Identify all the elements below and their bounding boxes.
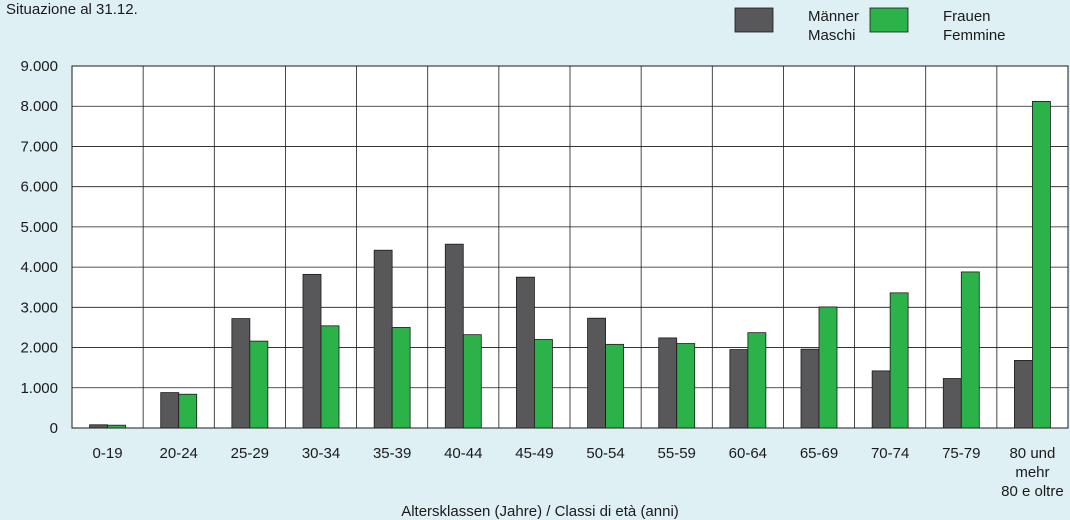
bar-frauen (1032, 100, 1051, 429)
x-tick-label: 55-59 (658, 445, 696, 462)
grid (71, 65, 1069, 429)
chart-subtitle: Situazione al 31.12. (6, 1, 138, 18)
bar-maenner (160, 392, 180, 429)
y-tick-label: 0 (50, 420, 58, 437)
x-tick-label: 60-64 (729, 445, 767, 462)
y-tick-label: 8.000 (20, 98, 58, 115)
x-tick-label: 75-79 (942, 445, 980, 462)
x-tick-label: 0-19 (93, 445, 123, 462)
y-tick-label: 1.000 (20, 380, 58, 397)
bar-frauen (391, 327, 411, 429)
x-axis-ticks: 0-19 20-24 25-29 30-34 35-39 40-44 45-49 50-54 5… (93, 445, 1064, 500)
bar-maenner (658, 337, 678, 429)
bars (89, 100, 1051, 429)
y-tick-label: 7.000 (20, 138, 58, 155)
y-tick-label: 2.000 (20, 340, 58, 357)
bar-maenner (1014, 360, 1033, 429)
y-axis-ticks: 0 1.000 2.000 3.000 4.000 5.000 6.000 7.000 8.00… (20, 58, 58, 437)
x-tick-label: 20-24 (160, 445, 198, 462)
bar-frauen (107, 424, 126, 429)
bar-frauen (249, 340, 269, 429)
bar-maenner (444, 243, 464, 429)
x-tick-label: 50-54 (586, 445, 624, 462)
bar-frauen (960, 271, 980, 429)
bar-frauen (178, 393, 198, 429)
bar-frauen (676, 343, 696, 429)
x-tick-label: 25-29 (231, 445, 269, 462)
x-tick-label: 65-69 (800, 445, 838, 462)
bar-maenner (516, 276, 535, 429)
bar-maenner (800, 348, 820, 429)
y-tick-label: 3.000 (20, 299, 58, 316)
bar-maenner (942, 378, 962, 429)
bar-maenner (373, 249, 393, 429)
bar-frauen (462, 334, 482, 429)
bar-maenner (587, 317, 606, 429)
bar-frauen (818, 306, 838, 429)
x-tick-label: 35-39 (373, 445, 411, 462)
bar-frauen (889, 292, 909, 429)
x-tick-label: 40-44 (444, 445, 482, 462)
bar-maenner (302, 273, 322, 429)
y-tick-label: 9.000 (20, 58, 58, 75)
x-tick-label: 45-49 (515, 445, 553, 462)
legend-label-maenner: Männer Maschi (808, 8, 859, 44)
bar-frauen (605, 343, 624, 429)
legend-label-frauen: Frauen Femmine (943, 8, 1006, 44)
x-tick-label: 30-34 (302, 445, 340, 462)
legend-swatch-frauen (869, 7, 909, 33)
x-axis-title: Altersklassen (Jahre) / Classi di età (a… (401, 503, 679, 520)
bar-maenner (89, 424, 108, 429)
bar-frauen (534, 339, 553, 429)
legend: Männer Maschi Frauen Femmine (734, 7, 1006, 44)
legend-swatch-maenner (734, 7, 774, 33)
bar-maenner (871, 370, 891, 429)
bar-maenner (729, 349, 749, 429)
bar-maenner (231, 318, 251, 429)
x-tick-label: 70-74 (871, 445, 909, 462)
y-tick-label: 4.000 (20, 259, 58, 276)
y-tick-label: 6.000 (20, 179, 58, 196)
bar-frauen (320, 325, 340, 429)
y-tick-label: 5.000 (20, 219, 58, 236)
bar-frauen (747, 332, 767, 429)
x-tick-label: 80 und mehr 80 e oltre (1001, 445, 1064, 500)
